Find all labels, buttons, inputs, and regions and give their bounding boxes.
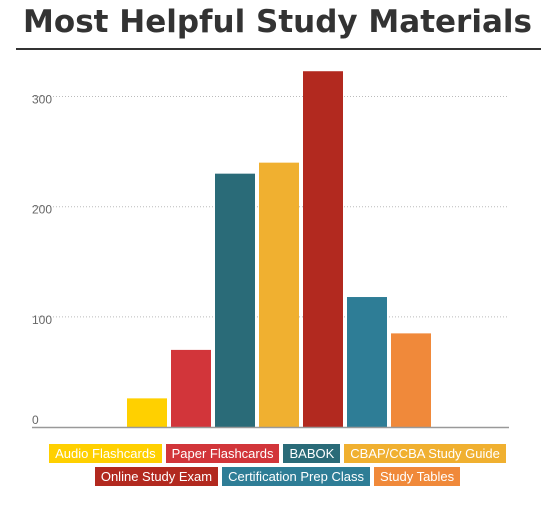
bar-cbap-ccba-study-guide: [259, 162, 299, 427]
legend-item: Online Study Exam: [94, 467, 219, 486]
bar-babok: [215, 173, 255, 427]
y-tick-label: 300: [32, 93, 52, 107]
legend-row: Online Study Exam Certification Prep Clas…: [0, 467, 555, 486]
bar-chart: 0 100 200 300: [32, 71, 509, 429]
legend-item: Paper Flashcards: [165, 444, 280, 463]
bar-audio-flashcards: [127, 398, 167, 427]
legend-item: Study Tables: [373, 467, 461, 486]
bar-online-study-exam: [303, 71, 343, 427]
legend-item: CBAP/CCBA Study Guide: [344, 444, 506, 463]
bars: [127, 71, 431, 427]
legend-item: Audio Flashcards: [49, 444, 162, 463]
y-tick-label: 100: [32, 313, 52, 327]
title-divider: [16, 48, 541, 50]
legend-item: Certification Prep Class: [222, 467, 370, 486]
y-axis-ticks: 0 100 200 300: [32, 93, 52, 427]
y-tick-label: 200: [32, 203, 52, 217]
bar-certification-prep-class: [347, 297, 387, 427]
bar-study-tables: [391, 333, 431, 427]
legend: Audio Flashcards Paper Flashcards BABOK CBA…: [0, 444, 555, 490]
bar-paper-flashcards: [171, 349, 211, 427]
chart-title: Most Helpful Study Materials: [23, 4, 532, 40]
legend-item: BABOK: [283, 444, 341, 463]
y-tick-label: 0: [32, 413, 39, 427]
legend-row: Audio Flashcards Paper Flashcards BABOK CBA…: [0, 444, 555, 463]
